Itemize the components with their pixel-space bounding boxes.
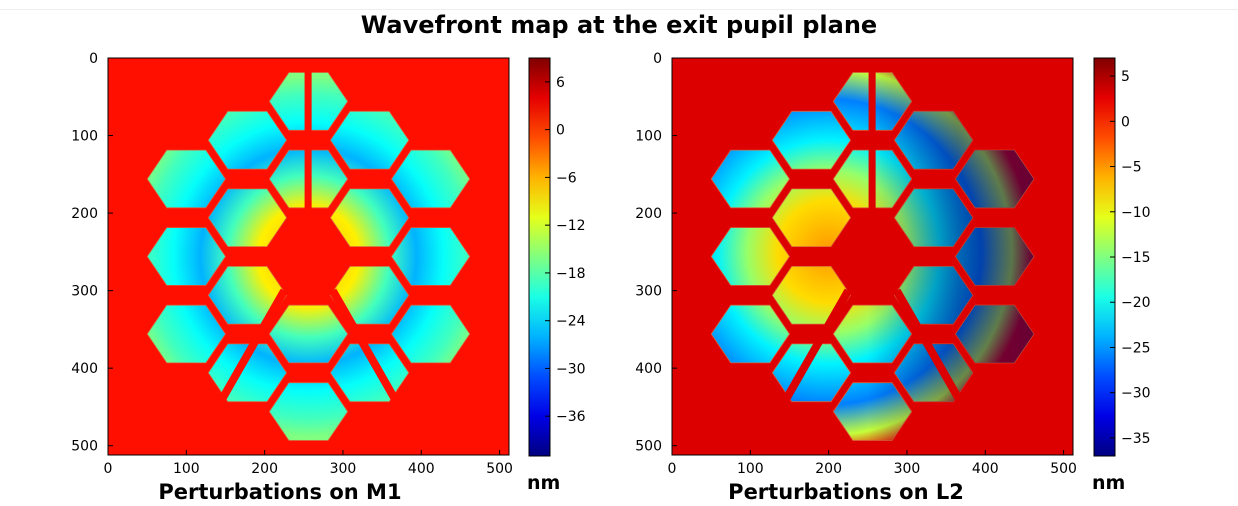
colorbar-tick-label: −25: [1121, 340, 1151, 356]
mirror-segment-shade: [147, 150, 226, 208]
colorbar-tick-label: 5: [1121, 69, 1130, 85]
axes-frame: [671, 57, 1074, 456]
colorbar-tick-label: −36: [556, 409, 586, 425]
spider-strut-right: [893, 288, 967, 409]
y-tick-label: 400: [635, 361, 662, 377]
spider-strut-right: [329, 288, 403, 409]
mirror-segment-shade: [269, 305, 348, 363]
mirror-segment-shade: [147, 305, 226, 363]
mirror-segment-shade: [833, 382, 912, 441]
mirror-segment-shade: [894, 188, 973, 247]
axes-frame: [107, 57, 510, 456]
mirror-segment-shade: [711, 227, 790, 286]
mirror-segment-shade: [269, 382, 348, 441]
colorbar-tick-label: −24: [556, 314, 586, 330]
colorbar-tick-label: −30: [1121, 386, 1151, 402]
colorbar: [528, 57, 551, 457]
x-tick-label: 100: [173, 461, 200, 477]
mirror-segment-shade: [833, 305, 912, 363]
mirror-segment-shade: [894, 266, 973, 325]
colorbar-tick-label: −5: [1121, 160, 1142, 176]
colorbar-tick-label: −30: [556, 361, 586, 377]
spider-strut-vertical: [868, 58, 876, 214]
mirror-segment-shade: [772, 111, 851, 170]
x-tick-label: 400: [972, 461, 999, 477]
x-tick-label: 300: [894, 461, 921, 477]
y-tick-label: 300: [635, 284, 662, 300]
y-tick-label: 0: [653, 51, 662, 67]
x-tick-label: 400: [408, 461, 435, 477]
x-tick-label: 200: [251, 461, 278, 477]
mirror-segment-shade: [955, 305, 1034, 363]
colorbar-tick-label: −10: [1121, 205, 1151, 221]
mirror-segment-shade: [391, 150, 470, 208]
figure-title: Wavefront map at the exit pupil plane: [360, 11, 878, 39]
x-tick-label: 0: [104, 461, 113, 477]
mirror-segment-shade: [772, 266, 851, 325]
colorbar-tick-label: −6: [556, 170, 577, 186]
spider-strut-left: [214, 288, 288, 409]
mirror-segment-shade: [772, 188, 851, 247]
y-tick-label: 300: [71, 284, 98, 300]
mirror-segment-shade: [208, 266, 287, 325]
mirror-segment-shade: [330, 188, 409, 247]
x-tick-label: 200: [815, 461, 842, 477]
y-tick-label: 500: [635, 439, 662, 455]
heatmap-panel-l2: 0 100 200 300 400 500 0 100 200 300 400 500 5 0 −5 −10 −…: [635, 51, 1150, 477]
panel-title-m1: Perturbations on M1: [158, 480, 402, 504]
x-tick-label: 0: [668, 461, 677, 477]
frame-top-line: [0, 9, 1238, 10]
x-tick-label: 500: [1050, 461, 1077, 477]
x-tick-label: 500: [486, 461, 513, 477]
mirror-segment-shade: [711, 305, 790, 363]
spider-strut-vertical: [304, 58, 312, 214]
y-tick-label: 100: [71, 129, 98, 145]
y-tick-label: 0: [89, 51, 98, 67]
colorbar-unit-l2: nm: [1092, 472, 1126, 494]
y-tick-label: 100: [635, 129, 662, 145]
heatmap-panel-m1: 0 100 200 300 400 500 0 100 200 300 400 500 6 0 −6 −12 −…: [71, 51, 585, 477]
mirror-segment-shade: [208, 188, 287, 247]
colorbar-tick-label: −18: [556, 266, 586, 282]
mirror-segment-shade: [711, 150, 790, 208]
colorbar-tick-label: 0: [1121, 114, 1130, 130]
y-tick-label: 200: [71, 206, 98, 222]
mirror-segment-shade: [330, 111, 409, 170]
y-tick-label: 400: [71, 361, 98, 377]
central-obscuration: [829, 224, 916, 289]
panel-title-l2: Perturbations on L2: [728, 480, 964, 504]
colorbar-unit-m1: nm: [527, 472, 561, 494]
colorbar-tick-label: −20: [1121, 295, 1151, 311]
mirror-segment-shade: [955, 150, 1034, 208]
central-obscuration: [265, 224, 352, 289]
mirror-segment-shade: [894, 111, 973, 170]
mirror-segment-shade: [391, 227, 470, 286]
mirror-segment-shade: [330, 266, 409, 325]
colorbar-tick-label: −35: [1121, 431, 1151, 447]
colorbar-tick-label: −12: [556, 218, 586, 234]
mirror-segment-shade: [147, 227, 226, 286]
y-tick-label: 500: [71, 439, 98, 455]
colorbar-tick-label: −15: [1121, 250, 1151, 266]
x-tick-label: 100: [737, 461, 764, 477]
mirror-segment-shade: [208, 111, 287, 170]
x-tick-label: 300: [330, 461, 357, 477]
spider-strut-left: [778, 288, 852, 409]
colorbar-tick-label: 0: [556, 123, 565, 139]
y-tick-label: 200: [635, 206, 662, 222]
mirror-segment-shade: [391, 305, 470, 363]
colorbar-tick-label: 6: [556, 75, 565, 91]
mirror-segment-shade: [955, 227, 1034, 286]
